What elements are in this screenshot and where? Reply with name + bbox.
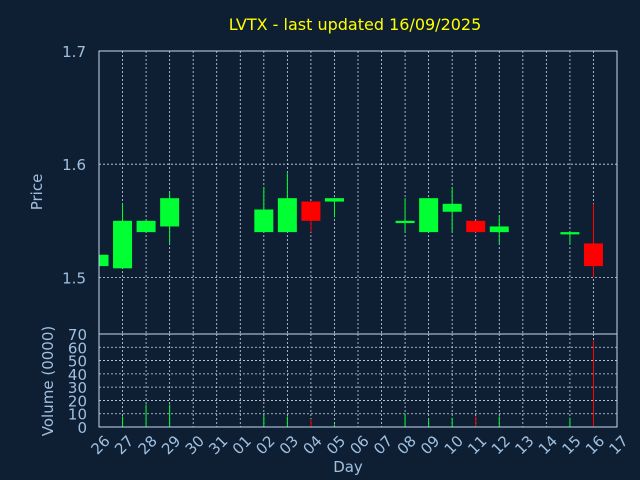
volume-y-label: Volume (0000) xyxy=(39,326,57,436)
candle-body xyxy=(583,243,603,267)
price-tick-label: 1.6 xyxy=(62,156,86,174)
candle-body xyxy=(442,203,462,212)
volume-tick-label: 50 xyxy=(68,353,87,371)
price-panel: 1.5 1.6 1.7 Price xyxy=(28,43,618,335)
x-tick-label: 09 xyxy=(417,432,443,458)
price-y-ticks: 1.5 1.6 1.7 xyxy=(62,43,86,287)
candle-body xyxy=(277,198,297,233)
x-tick-label: 29 xyxy=(158,432,184,458)
x-tick-label: 06 xyxy=(347,432,373,458)
x-tick-label: 26 xyxy=(88,432,114,458)
volume-tick-label: 10 xyxy=(68,406,87,424)
volume-tick-label: 20 xyxy=(68,392,87,410)
x-tick-label: 14 xyxy=(535,432,561,458)
x-tick-label: 03 xyxy=(276,432,302,458)
x-tick-label: 08 xyxy=(394,432,420,458)
x-axis-label: Day xyxy=(333,458,363,476)
x-tick-label: 28 xyxy=(135,432,161,458)
chart-title: LVTX - last updated 16/09/2025 xyxy=(229,15,482,34)
x-tick-label: 15 xyxy=(558,432,584,458)
volume-tick-label: 60 xyxy=(68,339,87,357)
x-tick-label: 27 xyxy=(111,432,137,458)
x-tick-label: 16 xyxy=(582,432,608,458)
volume-tick-label: 40 xyxy=(68,366,87,384)
x-tick-label: 31 xyxy=(205,432,231,458)
x-tick-label: 05 xyxy=(323,432,349,458)
price-grid xyxy=(99,51,617,334)
volume-tick-label: 0 xyxy=(77,419,87,437)
x-tick-label: 04 xyxy=(299,432,325,458)
x-tick-label: 01 xyxy=(229,432,255,458)
x-tick-label: 07 xyxy=(370,432,396,458)
candle-body xyxy=(466,220,486,233)
candle-body xyxy=(254,209,274,233)
volume-frame xyxy=(98,333,618,428)
price-y-label: Price xyxy=(28,174,46,211)
x-tick-label: 13 xyxy=(511,432,537,458)
candle-body xyxy=(324,198,344,202)
candle-body xyxy=(160,198,180,227)
x-tick-label: 10 xyxy=(441,432,467,458)
price-tick-label: 1.7 xyxy=(62,43,86,61)
candle-body xyxy=(113,220,133,269)
x-tick-label: 17 xyxy=(606,432,632,458)
candle-body xyxy=(489,226,509,233)
candle-body xyxy=(99,254,109,267)
x-tick-label: 12 xyxy=(488,432,514,458)
volume-grid xyxy=(99,334,617,427)
candle-body xyxy=(301,201,321,221)
candle-body xyxy=(136,220,156,233)
candle-body xyxy=(395,220,415,224)
volume-tick-label: 70 xyxy=(68,326,87,344)
price-tick-label: 1.5 xyxy=(62,269,86,287)
volume-tick-label: 30 xyxy=(68,379,87,397)
x-ticks: 2627282930310102030405060708091011121314… xyxy=(88,432,632,458)
x-tick-label: 30 xyxy=(182,432,208,458)
x-tick-label: 02 xyxy=(252,432,278,458)
candle-body xyxy=(560,232,580,235)
candles xyxy=(98,173,603,278)
x-tick-label: 11 xyxy=(464,432,490,458)
candle-body xyxy=(419,198,439,233)
